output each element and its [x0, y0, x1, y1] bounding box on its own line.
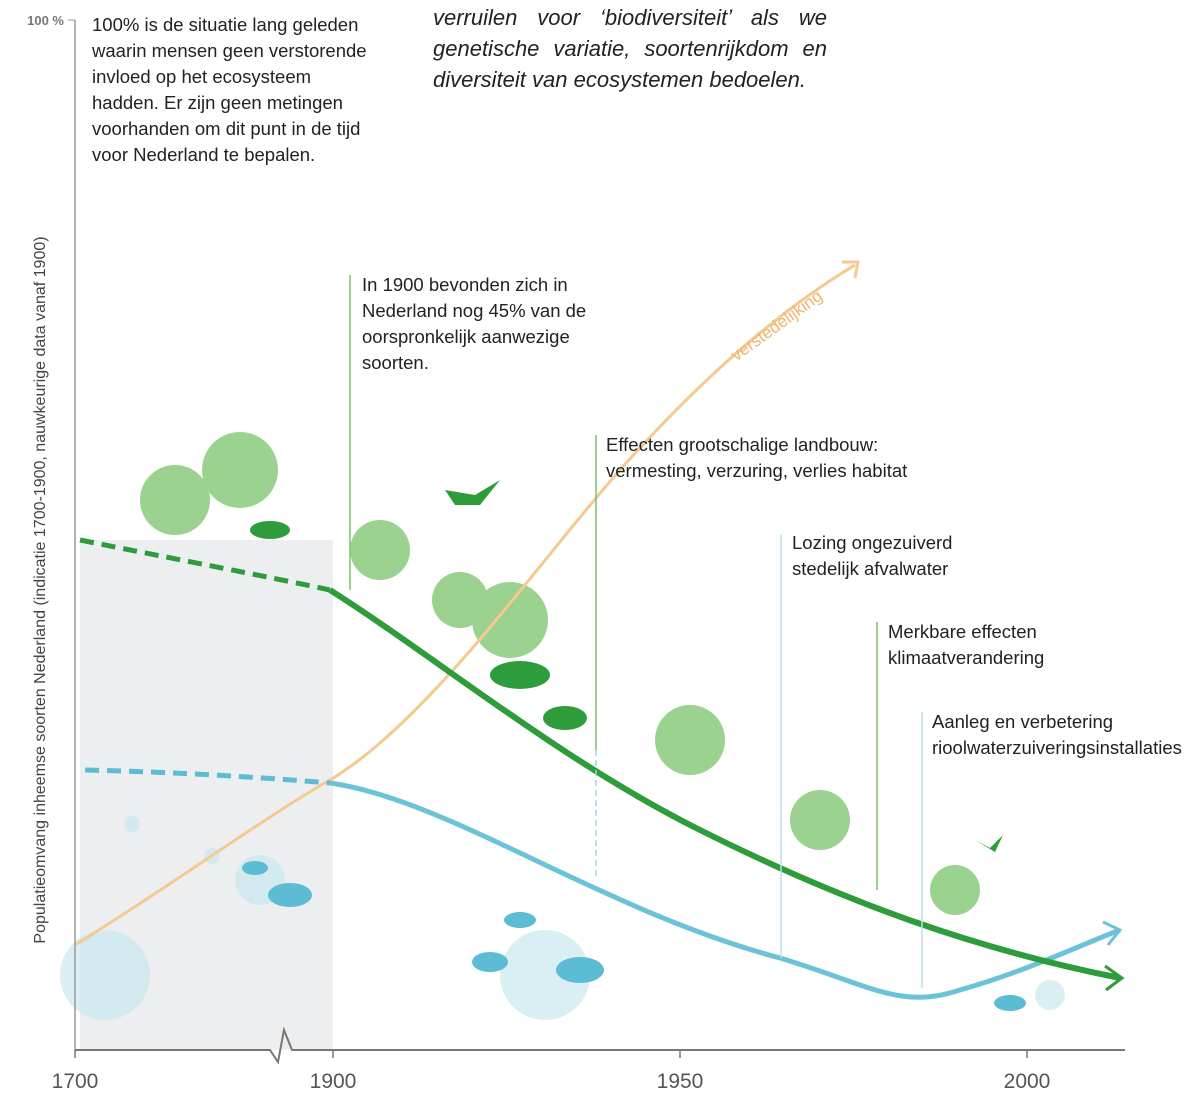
annotation-lines: [349, 275, 923, 988]
urbanisation-curve: [74, 263, 856, 947]
water-curve-dashed: [84, 767, 331, 786]
land-curve: [328, 587, 1121, 981]
animal-decor: [250, 480, 1003, 852]
x-axis: [75, 1026, 1125, 1065]
intro-text: verruilen voor ‘biodiversiteit’ als we g…: [433, 5, 827, 92]
annotation: In 1900 bevonden zich in Nederland nog 4…: [362, 274, 587, 373]
x-tick-label: 1950: [657, 1070, 704, 1093]
arrow-head: [1104, 964, 1125, 992]
annotation: Merkbare effecten klimaatverandering: [888, 621, 1045, 668]
annotation: Lozing ongezuiverd stedelijk afvalwater: [792, 532, 953, 579]
arrow-head: [1102, 920, 1123, 946]
annotation: Aanleg en verbetering rioolwaterzuiverin…: [932, 711, 1182, 758]
curve-label: verstedelijking: [728, 286, 826, 365]
land-curve-dashed: [79, 537, 331, 593]
tree-decor: [140, 432, 980, 915]
annotation: Effecten grootschalige landbouw: vermest…: [606, 434, 908, 481]
x-tick-label: 1700: [52, 1070, 99, 1093]
fish-decor: [242, 861, 1026, 1011]
arrow-head: [842, 260, 860, 279]
x-tick-label: 2000: [1004, 1070, 1051, 1093]
water-curve: [329, 780, 1121, 1000]
y-tick-label: 100 %: [27, 13, 64, 28]
y-axis-label: Populatieomvang inheemse soorten Nederla…: [32, 236, 49, 943]
annotation: 100% is de situatie lang geleden waarin …: [92, 14, 367, 165]
x-tick-label: 1900: [310, 1070, 357, 1093]
